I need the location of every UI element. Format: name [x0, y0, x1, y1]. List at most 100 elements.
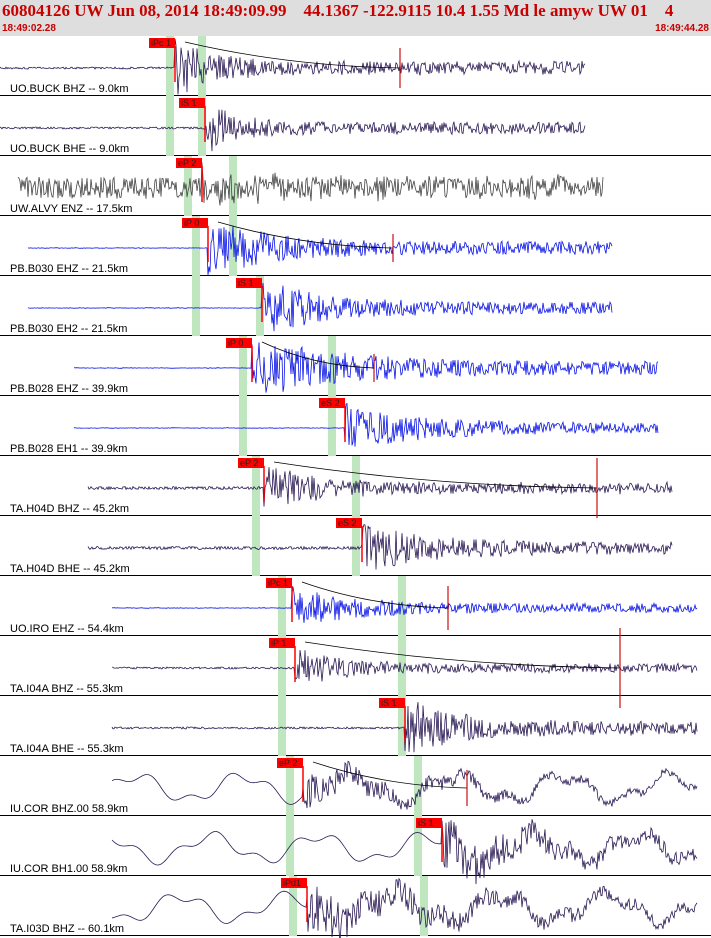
channel-row[interactable]: eP 2 IU.COR BHZ.00 58.9km	[0, 756, 711, 816]
pick-window-bar	[229, 216, 237, 276]
channel-row[interactable]: eP 2 UW.ALVY ENZ -- 17.5km	[0, 156, 711, 216]
event-title: 60804126 UW Jun 08, 2014 18:49:09.99 44.…	[2, 1, 674, 20]
pick-label: iP 0	[228, 338, 243, 348]
waveform-trace	[0, 38, 586, 95]
channel-row[interactable]: iS 1 PB.B030 EH2 -- 21.5km	[0, 276, 711, 336]
pick-label: iP 0	[184, 218, 199, 228]
pick-window-bar	[289, 876, 297, 936]
station-label: PB.B030 EH2 -- 21.5km	[10, 323, 127, 335]
pick-window-bar	[166, 36, 174, 96]
pick-flag[interactable]	[277, 758, 303, 768]
seismogram-panel[interactable]: iPc 1 UO.BUCK BHZ -- 9.0km iS 1 UO.BUCK BHE…	[0, 36, 711, 938]
pick-flag[interactable]	[266, 578, 292, 588]
pick-window-bar	[286, 756, 294, 816]
pick-window-bar	[229, 156, 237, 216]
station-label: UO.BUCK BHZ -- 9.0km	[10, 83, 129, 95]
pick-label: iPc 1	[151, 38, 171, 48]
pick-window-bar	[192, 216, 200, 276]
waveform-trace	[17, 162, 604, 206]
waveform-trace	[111, 819, 698, 885]
pick-window-bar	[198, 36, 206, 96]
coda-curve	[261, 341, 375, 369]
waveform-trace	[111, 760, 698, 810]
waveform-trace	[111, 586, 698, 623]
pick-flag[interactable]	[226, 338, 252, 348]
channel-row[interactable]: eS 2 PB.B028 EH1 -- 39.9km	[0, 396, 711, 456]
channel-row[interactable]: iS 1 IU.COR BH1.00 58.9km	[0, 816, 711, 885]
pick-flag[interactable]	[236, 278, 262, 288]
station-label: IU.COR BH1.00 58.9km	[10, 863, 127, 875]
pick-flag[interactable]	[416, 818, 442, 828]
pick-window-bar	[184, 156, 192, 216]
channel-row[interactable]: iS 1 TA.I04A BHE -- 55.3km	[0, 696, 711, 756]
pick-window-bar	[192, 276, 200, 336]
channel-row[interactable]: iP 1 TA.I04A BHZ -- 55.3km	[0, 628, 711, 708]
pick-window-bar	[414, 756, 422, 816]
pick-window-bar	[352, 516, 360, 576]
waveform-trace	[111, 877, 698, 938]
pick-flag[interactable]	[179, 98, 205, 108]
pick-flag[interactable]	[319, 398, 345, 408]
pick-window-bar	[328, 336, 336, 396]
pick-window-bar	[420, 876, 428, 936]
channel-row[interactable]: iPd1 TA.I03D BHZ -- 60.1km	[0, 876, 711, 938]
pick-flag[interactable]	[269, 638, 295, 648]
time-end-label: 18:49:44.28	[655, 23, 709, 34]
channel-row[interactable]: iPc 1 UO.IRO EHZ -- 54.4km	[0, 576, 711, 636]
waveform-trace	[111, 650, 698, 682]
station-label: UW.ALVY ENZ -- 17.5km	[10, 203, 132, 215]
pick-label: iPc 1	[268, 578, 288, 588]
station-label: PB.B028 EHZ -- 39.9km	[10, 383, 128, 395]
pick-flag[interactable]	[238, 458, 264, 468]
waveform-trace	[27, 225, 613, 276]
channel-row[interactable]: eP 2 TA.H04D BHZ -- 45.2km	[0, 456, 711, 518]
pick-window-bar	[398, 636, 406, 696]
pick-window-bar	[198, 96, 206, 156]
station-label: TA.I04A BHE -- 55.3km	[10, 743, 124, 755]
pick-window-bar	[278, 696, 286, 756]
pick-window-bar	[414, 816, 422, 876]
pick-window-bar	[166, 96, 174, 156]
channel-row[interactable]: iP 0 PB.B030 EHZ -- 21.5km	[0, 216, 711, 276]
pick-flag[interactable]	[336, 518, 362, 528]
pick-window-bar	[252, 456, 260, 516]
pick-window-bar	[252, 516, 260, 576]
pick-flag[interactable]	[176, 158, 202, 168]
header-bar: 60804126 UW Jun 08, 2014 18:49:09.99 44.…	[0, 0, 711, 36]
pick-window-bar	[239, 396, 247, 456]
channel-row[interactable]: eS 2 TA.H04D BHE -- 45.2km	[0, 516, 711, 576]
pick-window-bar	[328, 396, 336, 456]
station-label: UO.BUCK BHE -- 9.0km	[10, 143, 129, 155]
channel-row[interactable]: iPc 1 UO.BUCK BHZ -- 9.0km	[0, 36, 711, 96]
pick-label: iP 1	[271, 638, 286, 648]
pick-window-bar	[239, 336, 247, 396]
channel-row[interactable]: iP 0 PB.B028 EHZ -- 39.9km	[0, 336, 711, 396]
pick-label: iS 1	[418, 818, 434, 828]
pick-window-bar	[256, 276, 264, 336]
pick-label: iS 1	[381, 698, 397, 708]
station-label: PB.B030 EHZ -- 21.5km	[10, 263, 128, 275]
station-label: UO.IRO EHZ -- 54.4km	[10, 623, 124, 635]
coda-curve	[312, 761, 468, 789]
pick-window-bar	[278, 636, 286, 696]
pick-label: eP 2	[279, 758, 297, 768]
coda-curve	[273, 461, 598, 489]
pick-label: eP 2	[178, 158, 196, 168]
pick-flag[interactable]	[149, 38, 175, 48]
station-label: PB.B028 EH1 -- 39.9km	[10, 443, 127, 455]
time-start-label: 18:49:02.28	[2, 23, 56, 34]
pick-label: eS 2	[338, 518, 357, 528]
pick-label: eS 2	[321, 398, 340, 408]
channel-row[interactable]: iS 1 UO.BUCK BHE -- 9.0km	[0, 96, 711, 156]
pick-flag[interactable]	[281, 878, 307, 888]
station-label: TA.I04A BHZ -- 55.3km	[10, 683, 123, 695]
pick-label: iS 1	[181, 98, 197, 108]
station-label: TA.H04D BHZ -- 45.2km	[10, 503, 129, 515]
coda-curve	[301, 581, 449, 609]
pick-flag[interactable]	[182, 218, 208, 228]
station-label: IU.COR BHZ.00 58.9km	[10, 803, 128, 815]
coda-curve	[304, 641, 621, 669]
pick-flag[interactable]	[379, 698, 405, 708]
waveform-trace	[87, 467, 673, 507]
waveform-trace	[87, 524, 673, 570]
